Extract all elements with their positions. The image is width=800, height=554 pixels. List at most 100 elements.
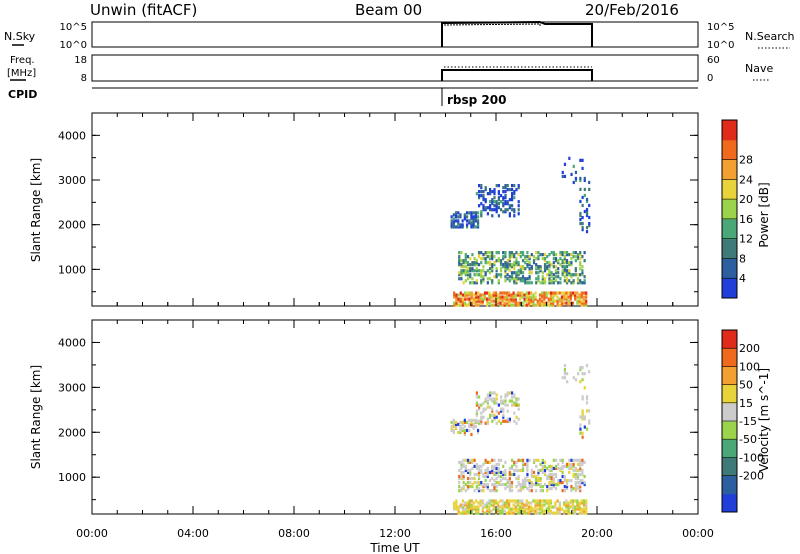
velocity-echo-cell — [493, 415, 496, 419]
velocity-echo-cell — [576, 472, 580, 477]
velocity-echo-cell — [530, 468, 533, 473]
velocity-echo-cell — [550, 482, 553, 487]
power-echo-cell — [488, 295, 491, 299]
velocity-echo-cell — [576, 485, 580, 489]
power-echo-cell — [568, 273, 571, 277]
velocity-echo-cell — [495, 468, 498, 473]
power-echo-cell — [565, 279, 569, 283]
power-echo-cell — [530, 297, 533, 301]
power-echo-cell — [482, 206, 485, 210]
velocity-echo-cell — [469, 472, 472, 477]
power-echo-cell — [457, 221, 460, 225]
power-echo-cell — [484, 261, 487, 265]
power-echo-cell — [508, 204, 511, 208]
velocity-echo-cell — [472, 422, 475, 427]
power-echo-cell — [530, 281, 533, 285]
velocity-echo-cell — [470, 507, 473, 511]
velocity-echo-cell — [582, 503, 586, 507]
power-colorbar-swatch — [722, 258, 737, 279]
velocity-echo-cell — [581, 480, 584, 485]
power-ytick-label: 3000 — [58, 174, 86, 187]
velocity-echo-cell — [484, 421, 487, 425]
power-echo-cell — [491, 269, 494, 273]
velocity-echo-cell — [547, 511, 550, 515]
xtick-label: 12:00 — [379, 527, 411, 540]
power-echo-cell — [557, 271, 560, 275]
velocity-echo-cell — [464, 482, 467, 487]
power-echo-cell — [517, 271, 520, 275]
velocity-echo-cell — [536, 507, 539, 511]
power-echo-cell — [557, 275, 560, 279]
power-echo-cell — [452, 225, 455, 229]
velocity-echo-cell — [454, 422, 458, 427]
power-echo-cell — [514, 297, 517, 301]
velocity-echo-cell — [547, 503, 550, 507]
velocity-echo-cell — [486, 395, 489, 399]
velocity-echo-cell — [468, 501, 471, 505]
velocity-echo-cell — [523, 505, 526, 509]
velocity-echo-cell — [502, 464, 505, 468]
velocity-echo-cell — [493, 417, 496, 421]
velocity-echo-cell — [493, 470, 496, 475]
velocity-echo-cell — [530, 480, 533, 485]
power-echo-cell — [537, 275, 540, 279]
power-echo-cell — [477, 297, 480, 301]
power-echo-cell — [511, 188, 514, 192]
power-echo-cell — [505, 299, 509, 303]
power-echo-cell — [537, 257, 540, 261]
power-echo-cell — [549, 291, 553, 295]
power-echo-cell — [558, 303, 561, 307]
power-echo-cell — [475, 291, 478, 295]
power-echo-cell — [559, 281, 562, 285]
power-echo-cell — [489, 208, 492, 212]
power-echo-cell — [554, 291, 557, 295]
power-echo-cell — [453, 293, 456, 297]
velocity-echo-cell — [530, 501, 533, 505]
power-echo-cell — [515, 271, 518, 275]
velocity-echo-cell — [466, 507, 469, 511]
velocity-echo-cell — [504, 419, 507, 423]
power-echo-cell — [504, 269, 507, 273]
power-echo-cell — [471, 261, 474, 265]
velocity-echo-cell — [488, 501, 491, 505]
power-echo-cell — [519, 291, 522, 295]
power-echo-cell — [488, 261, 492, 265]
velocity-echo-cell — [574, 476, 577, 481]
power-echo-cell — [484, 188, 487, 192]
velocity-echo-cell — [521, 509, 524, 513]
velocity-echo-cell — [463, 432, 466, 437]
power-echo-cell — [550, 275, 553, 279]
power-echo-cell — [473, 263, 476, 267]
velocity-echo-cell — [506, 478, 509, 483]
power-echo-cell — [546, 255, 549, 259]
power-echo-cell — [464, 261, 467, 265]
power-echo-cell — [508, 301, 511, 305]
power-echo-cell — [458, 273, 461, 277]
velocity-echo-cell — [450, 420, 453, 424]
velocity-echo-cell — [532, 499, 535, 503]
velocity-echo-cell — [454, 424, 458, 429]
power-echo-cell — [510, 275, 514, 279]
power-echo-cell — [565, 273, 569, 277]
velocity-echo-cell — [486, 399, 489, 403]
velocity-echo-cell — [454, 420, 458, 424]
power-echo-cell — [484, 259, 487, 263]
power-echo-cell — [554, 275, 558, 279]
power-echo-cell — [470, 291, 473, 295]
power-echo-cell — [580, 299, 583, 303]
velocity-echo-cell — [512, 499, 515, 503]
power-echo-cell — [570, 257, 573, 261]
power-echo-cell — [483, 295, 487, 299]
power-echo-cell — [471, 267, 474, 271]
velocity-echo-cell — [500, 399, 503, 403]
power-echo-cell — [486, 251, 489, 255]
power-echo-cell — [513, 265, 516, 269]
velocity-echo-cell — [532, 509, 535, 513]
power-echo-cell — [579, 178, 582, 183]
velocity-echo-cell — [477, 474, 481, 479]
velocity-ytick-label: 3000 — [58, 381, 86, 394]
velocity-echo-cell — [535, 458, 538, 462]
velocity-echo-cell — [534, 511, 537, 515]
power-echo-cell — [534, 297, 537, 301]
